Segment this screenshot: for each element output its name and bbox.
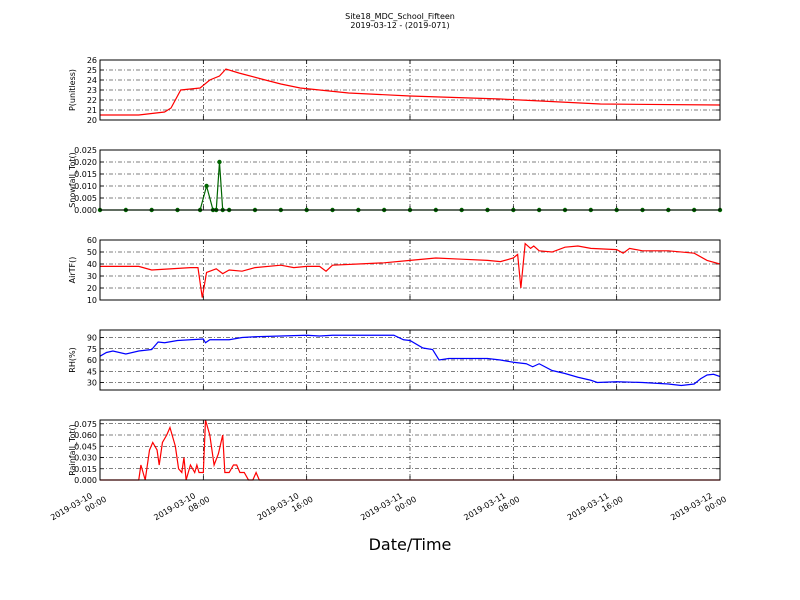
y-tick-label: 45	[87, 367, 97, 376]
y-tick-label: 0.020	[74, 158, 97, 167]
y-tick-label: 20	[87, 116, 97, 125]
data-point	[204, 183, 209, 189]
x-tick-label: 2019-03-12 00:00	[669, 486, 728, 531]
y-tick-label: 50	[87, 248, 97, 257]
y-tick-label: 0.005	[74, 194, 97, 203]
y-tick-label: 20	[87, 284, 97, 293]
y-tick-label: 26	[87, 56, 97, 65]
x-tick-label: 2019-03-11 08:00	[462, 486, 521, 531]
y-axis-label: P(unitless)	[68, 69, 77, 111]
panel: 0.000 0.015 0.030 0.045 0.060 0.075 2019-03-10…	[49, 419, 728, 554]
data-line	[100, 242, 720, 298]
y-tick-label: 0.000	[74, 476, 97, 485]
axes-frame	[99, 59, 721, 121]
y-tick-label: 24	[87, 76, 97, 85]
y-tick-label: 25	[87, 66, 97, 75]
y-tick-label: 0.075	[74, 420, 97, 429]
y-axis-label: RH(%)	[68, 347, 77, 372]
panel: 10 20 30 40 50 60 AirTF()	[68, 236, 721, 305]
y-tick-label: 23	[87, 86, 97, 95]
axes-frame	[99, 329, 721, 391]
y-tick-label: 0.000	[74, 206, 97, 215]
axes-frame	[99, 149, 721, 211]
y-tick-label: 60	[87, 236, 97, 245]
y-tick-label: 75	[87, 345, 97, 354]
data-line	[100, 334, 720, 387]
x-tick-label: 2019-03-10 16:00	[256, 486, 315, 531]
chart-title: Site18_MDC_School_Fifteen	[345, 12, 455, 21]
panel: 0.000 0.005 0.010 0.015 0.020 0.025Snowfall_T…	[68, 146, 723, 215]
x-tick-label: 2019-03-11 00:00	[359, 486, 418, 531]
x-tick-label: 2019-03-11 16:00	[566, 486, 625, 531]
y-tick-label: 0.060	[74, 431, 97, 440]
axes-frame	[99, 419, 721, 481]
y-tick-label: 0.025	[74, 146, 97, 155]
y-tick-label: 10	[87, 296, 97, 305]
data-line	[100, 419, 720, 481]
y-tick-label: 0.010	[74, 182, 97, 191]
y-tick-label: 0.030	[74, 454, 97, 463]
chart-subtitle: 2019-03-12 - (2019-071)	[350, 21, 449, 30]
y-tick-label: 40	[87, 260, 97, 269]
panel: 30 45 60 75 90 RH(%)	[68, 329, 721, 391]
y-tick-label: 0.015	[74, 170, 97, 179]
y-axis-label: Snowfall_Tot()	[68, 152, 77, 208]
y-tick-label: 0.015	[74, 465, 97, 474]
y-axis-label: AirTF()	[68, 257, 77, 284]
y-tick-label: 0.045	[74, 442, 97, 451]
x-tick-label: 2019-03-10 08:00	[152, 486, 211, 531]
data-line	[100, 68, 720, 116]
y-tick-label: 60	[87, 356, 97, 365]
axes-frame	[99, 239, 721, 301]
y-tick-label: 21	[87, 106, 97, 115]
x-tick-label: 2019-03-10 00:00	[49, 486, 108, 531]
x-axis-label: Date/Time	[369, 535, 452, 554]
y-tick-label: 90	[87, 334, 97, 343]
y-tick-label: 22	[87, 96, 97, 105]
y-tick-label: 30	[87, 379, 97, 388]
y-axis-label: Rainfall_Tot()	[68, 424, 77, 476]
y-tick-label: 30	[87, 272, 97, 281]
data-point	[217, 159, 222, 165]
